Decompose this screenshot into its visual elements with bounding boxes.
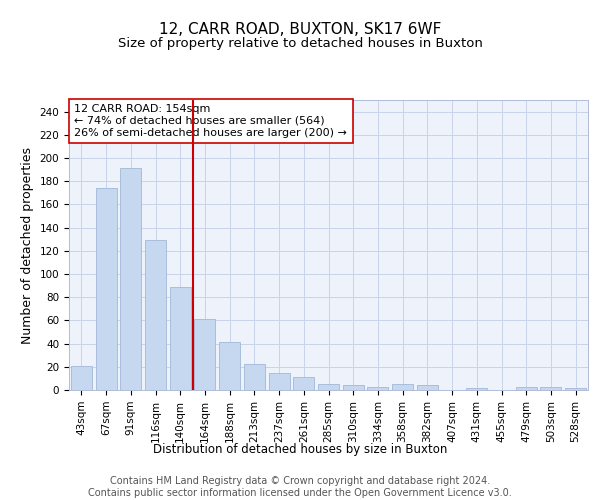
Text: Contains HM Land Registry data © Crown copyright and database right 2024.
Contai: Contains HM Land Registry data © Crown c… [88,476,512,498]
Bar [541,386,562,390]
Bar [318,384,339,390]
Bar [417,386,438,390]
Bar [170,287,191,390]
Bar [244,364,265,390]
Bar [565,388,586,390]
Bar [219,342,240,390]
Text: Distribution of detached houses by size in Buxton: Distribution of detached houses by size … [153,442,447,456]
Y-axis label: Number of detached properties: Number of detached properties [21,146,34,344]
Bar [145,240,166,390]
Bar [466,388,487,390]
Bar [367,386,388,390]
Bar [71,366,92,390]
Text: Size of property relative to detached houses in Buxton: Size of property relative to detached ho… [118,38,482,51]
Bar [120,168,141,390]
Bar [343,386,364,390]
Bar [293,377,314,390]
Text: 12 CARR ROAD: 154sqm
← 74% of detached houses are smaller (564)
26% of semi-deta: 12 CARR ROAD: 154sqm ← 74% of detached h… [74,104,347,138]
Bar [392,384,413,390]
Bar [269,372,290,390]
Bar [95,188,116,390]
Bar [194,319,215,390]
Bar [516,386,537,390]
Text: 12, CARR ROAD, BUXTON, SK17 6WF: 12, CARR ROAD, BUXTON, SK17 6WF [159,22,441,38]
